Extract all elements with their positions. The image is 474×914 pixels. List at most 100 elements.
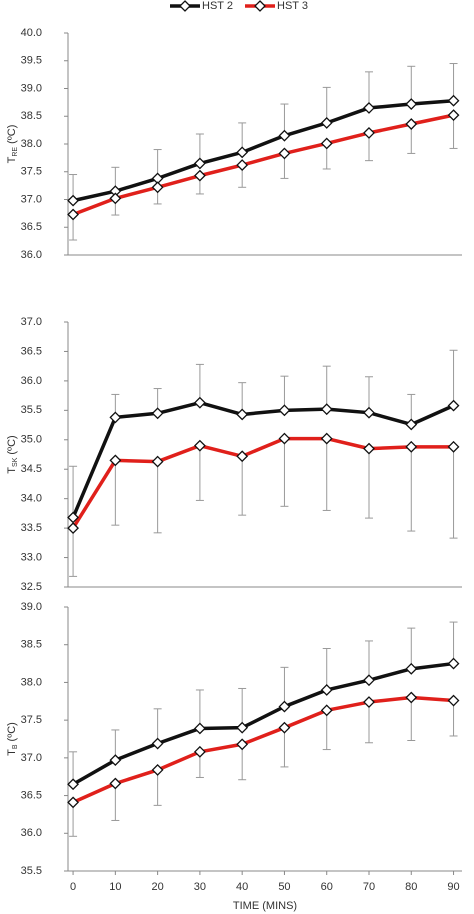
y-tick-label: 36.0 [21, 375, 42, 387]
marker [109, 454, 122, 467]
y-tick-label: 33.5 [21, 522, 42, 534]
error-bar [238, 456, 247, 516]
error-bar [364, 376, 373, 413]
x-tick-label: 90 [447, 881, 459, 893]
error-bar [449, 63, 458, 101]
y-axis-label: TB (ºC) [6, 722, 19, 756]
marker [363, 696, 375, 708]
marker [405, 418, 418, 431]
marker [193, 169, 206, 182]
marker [405, 440, 418, 453]
series-line [72, 661, 454, 786]
marker [236, 159, 249, 172]
y-tick-label: 35.0 [21, 434, 42, 446]
marker [363, 674, 375, 687]
error-bar [322, 86, 331, 123]
y-tick-label: 37.5 [21, 166, 42, 178]
marker [363, 442, 375, 455]
marker [363, 126, 375, 139]
error-bar [449, 349, 458, 406]
series-line [72, 695, 454, 804]
marker [151, 764, 164, 776]
error-bar [322, 710, 331, 751]
marker [405, 98, 418, 110]
marker [236, 721, 249, 734]
legend-label: HST 2 [202, 0, 233, 12]
series-line [72, 98, 454, 203]
error-bar [407, 446, 416, 532]
y-label-unit: (ºC) [6, 435, 18, 454]
y-tick-label: 38.0 [21, 676, 42, 688]
marker [278, 404, 291, 417]
legend-marker [179, 0, 191, 12]
marker [193, 396, 206, 409]
y-tick-label: 36.5 [21, 221, 42, 233]
y-tick-label: 34.0 [21, 493, 42, 505]
marker [236, 450, 249, 463]
error-bar [195, 445, 204, 501]
y-axis-label: TSK (ºC) [6, 435, 19, 473]
y-tick-label: 33.0 [21, 551, 42, 563]
error-bar [280, 727, 289, 768]
error-bar [238, 687, 247, 728]
x-tick-label: 40 [236, 881, 248, 893]
y-label-main: T [6, 749, 18, 756]
marker [193, 439, 206, 452]
y-tick-label: 40.0 [21, 27, 42, 39]
marker [447, 694, 460, 707]
x-tick-label: 20 [151, 881, 163, 893]
error-bar [280, 666, 289, 707]
marker [109, 777, 122, 790]
y-tick-label: 36.5 [21, 345, 42, 357]
y-tick-label: 39.0 [21, 601, 42, 613]
marker [151, 455, 164, 468]
y-tick-label: 35.5 [21, 865, 42, 877]
error-bar [364, 640, 373, 681]
marker [236, 408, 249, 421]
y-label-unit: (ºC) [6, 722, 18, 741]
error-bar [364, 448, 373, 519]
marker [109, 754, 122, 767]
x-tick-label: 10 [109, 881, 121, 893]
error-bar [322, 438, 331, 511]
x-tick-label: 50 [278, 881, 290, 893]
marker [363, 102, 375, 114]
marker [320, 116, 333, 129]
y-tick-label: 36.5 [21, 789, 42, 801]
marker [447, 440, 460, 453]
x-tick-label: 70 [363, 881, 375, 893]
y-tick-label: 36.0 [21, 249, 42, 261]
series-line [71, 436, 454, 530]
marker [363, 406, 375, 419]
y-tick-label: 32.5 [21, 581, 42, 593]
marker [320, 684, 333, 696]
y-tick-label: 37.0 [21, 316, 42, 328]
y-tick-label: 34.5 [21, 463, 42, 475]
marker [278, 129, 291, 142]
error-bar [195, 363, 204, 403]
marker [236, 738, 249, 751]
y-label-sub: RE [12, 147, 19, 157]
y-tick-label: 37.5 [21, 714, 42, 726]
series-line [72, 113, 454, 217]
error-bar [407, 65, 416, 105]
marker [193, 722, 206, 735]
marker [109, 411, 122, 424]
marker [278, 147, 291, 160]
x-tick-label: 0 [70, 881, 76, 893]
marker [447, 94, 460, 107]
marker [151, 407, 164, 420]
x-tick-label: 60 [321, 881, 333, 893]
legend-label: HST 3 [277, 0, 308, 12]
marker [320, 137, 333, 150]
x-tick-label: 30 [194, 881, 206, 893]
marker [67, 522, 79, 535]
y-tick-label: 36.0 [21, 827, 42, 839]
error-bar [195, 689, 204, 729]
error-bar [322, 647, 331, 690]
marker [67, 796, 79, 809]
error-bar [280, 438, 289, 507]
marker [151, 181, 164, 194]
marker [405, 691, 418, 704]
x-axis-label: TIME (MINS) [233, 900, 297, 912]
